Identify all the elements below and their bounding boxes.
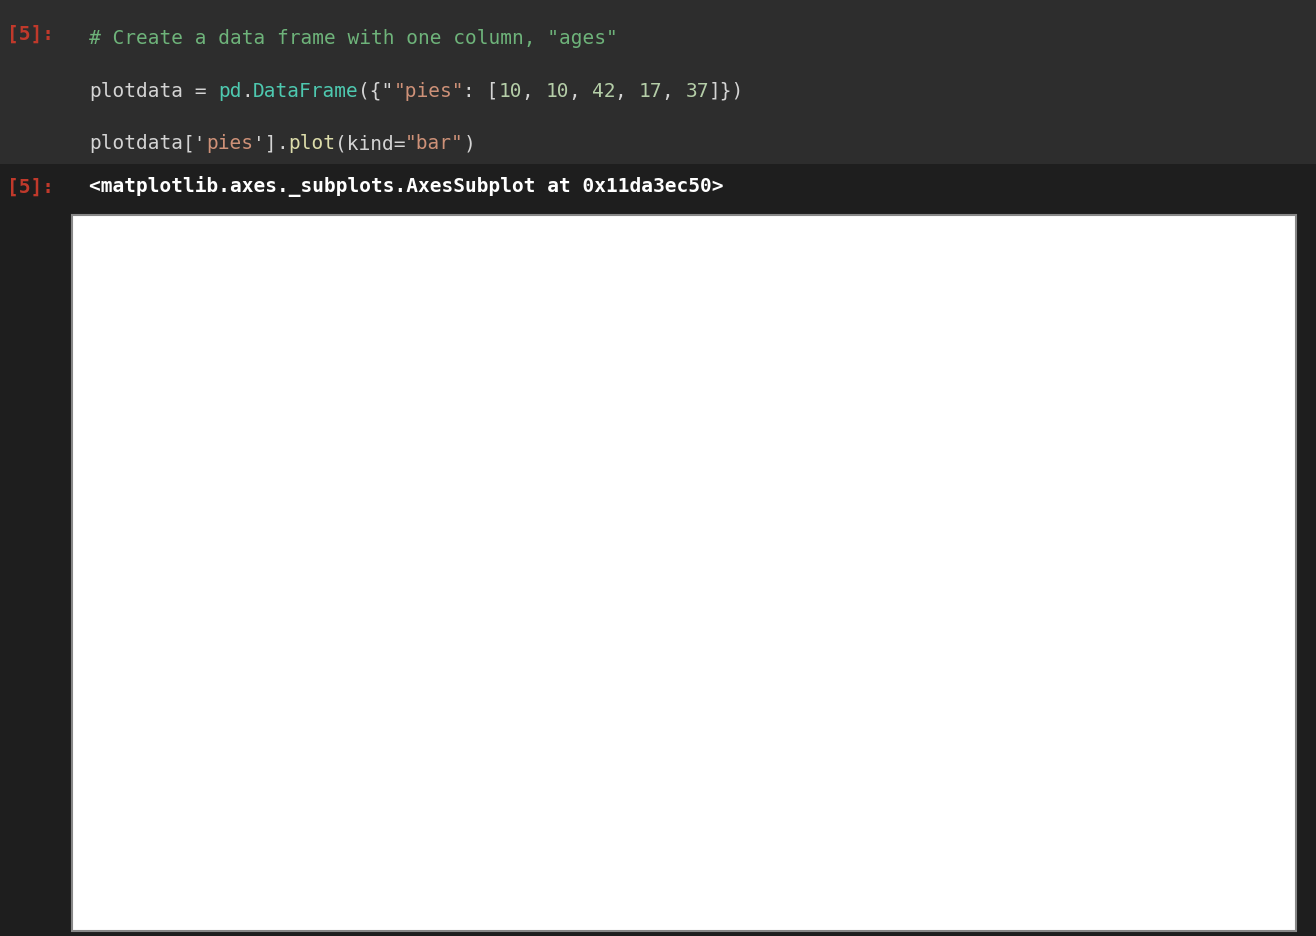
Text: plotdata: plotdata bbox=[89, 134, 183, 154]
Text: ,: , bbox=[522, 81, 545, 101]
Text: 17: 17 bbox=[638, 81, 662, 101]
Text: ]}): ]}) bbox=[709, 81, 744, 101]
Text: pies: pies bbox=[207, 134, 254, 154]
Text: ,: , bbox=[662, 81, 686, 101]
Text: ,: , bbox=[616, 81, 638, 101]
Text: : [: : [ bbox=[463, 81, 499, 101]
Text: .: . bbox=[276, 134, 288, 154]
Text: [5]:: [5]: bbox=[7, 178, 54, 197]
Text: 42: 42 bbox=[592, 81, 616, 101]
Text: "pies": "pies" bbox=[393, 81, 463, 101]
Text: 10: 10 bbox=[499, 81, 522, 101]
Text: .: . bbox=[241, 81, 253, 101]
Bar bbox=[418, 738, 526, 889]
Text: <matplotlib.axes._subplots.AxesSubplot at 0x11da3ec50>: <matplotlib.axes._subplots.AxesSubplot a… bbox=[89, 177, 724, 197]
Bar bbox=[637, 253, 746, 889]
Text: plot: plot bbox=[288, 134, 336, 154]
Text: pd: pd bbox=[218, 81, 242, 101]
Text: ): ) bbox=[463, 134, 475, 154]
Text: DataFrame: DataFrame bbox=[253, 81, 359, 101]
Text: 10: 10 bbox=[545, 81, 569, 101]
Bar bbox=[855, 632, 963, 889]
Text: =: = bbox=[183, 81, 218, 101]
Bar bbox=[200, 738, 308, 889]
Text: [5]:: [5]: bbox=[7, 24, 54, 44]
Bar bbox=[1074, 329, 1183, 889]
Text: plotdata: plotdata bbox=[89, 81, 183, 101]
Text: [': [' bbox=[183, 134, 207, 154]
Text: "bar": "bar" bbox=[405, 134, 463, 154]
Text: ({": ({" bbox=[358, 81, 393, 101]
Text: (kind=: (kind= bbox=[334, 134, 405, 154]
Text: ,: , bbox=[569, 81, 592, 101]
Text: ']: '] bbox=[253, 134, 276, 154]
Text: 37: 37 bbox=[686, 81, 709, 101]
Text: # Create a data frame with one column, "ages": # Create a data frame with one column, "… bbox=[89, 29, 619, 49]
